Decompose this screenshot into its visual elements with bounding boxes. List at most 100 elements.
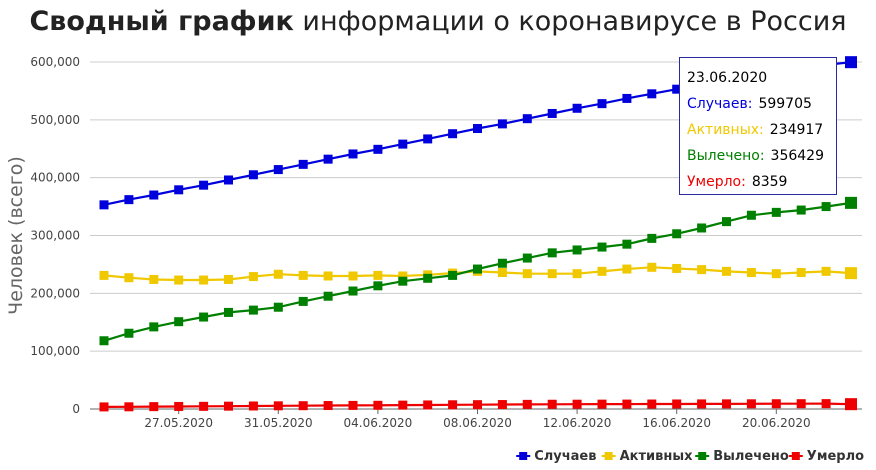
data-point <box>522 269 532 279</box>
data-point <box>323 154 333 164</box>
tooltip-row-active: Активных: 234917 <box>687 117 836 143</box>
data-point <box>99 402 109 412</box>
data-point <box>796 268 806 278</box>
y-tick-label: 200,000 <box>30 286 80 300</box>
data-point <box>124 328 134 338</box>
data-point <box>572 269 582 279</box>
data-point <box>845 56 857 69</box>
data-point <box>845 267 857 280</box>
data-point <box>373 400 383 410</box>
data-point <box>149 322 159 332</box>
data-point <box>697 399 707 409</box>
data-point <box>722 266 731 276</box>
data-point <box>647 89 657 99</box>
data-point <box>323 401 333 411</box>
data-point <box>672 84 682 94</box>
data-point <box>273 302 283 312</box>
x-tick-label: 16.06.2020 <box>642 416 711 430</box>
data-point <box>248 401 258 411</box>
data-point <box>348 286 358 296</box>
data-point <box>398 271 408 281</box>
data-point <box>771 207 781 217</box>
data-point <box>597 242 607 252</box>
data-point <box>697 223 707 233</box>
legend-marker <box>791 452 800 460</box>
data-point <box>845 196 857 209</box>
data-point <box>348 400 358 410</box>
data-point <box>672 229 682 239</box>
data-point <box>547 269 557 279</box>
tooltip-label-recovered: Вылечено: <box>687 148 765 164</box>
data-point <box>746 210 756 220</box>
tooltip-label-cases: Случаев: <box>687 96 753 112</box>
x-tick-label: 08.06.2020 <box>443 416 512 430</box>
data-point <box>99 336 109 346</box>
data-point <box>99 200 109 210</box>
data-point <box>697 265 707 275</box>
legend-label: Умерло <box>807 449 864 464</box>
y-tick-label: 500,000 <box>30 113 80 127</box>
data-point <box>572 245 582 255</box>
data-point <box>224 307 233 317</box>
data-point <box>248 170 258 180</box>
data-point <box>746 399 756 409</box>
data-point <box>547 248 557 258</box>
data-point <box>672 263 682 273</box>
legend-marker <box>698 452 707 460</box>
data-point <box>448 270 458 280</box>
data-point <box>622 264 632 274</box>
y-tick-label: 0 <box>72 402 80 416</box>
legend-marker <box>604 452 613 460</box>
data-point <box>647 262 657 272</box>
data-point <box>149 274 159 284</box>
data-point <box>796 205 806 215</box>
tooltip-row-deaths: Умерло: 8359 <box>687 169 836 195</box>
data-point <box>373 281 383 291</box>
tooltip-date: 23.06.2020 <box>687 70 768 86</box>
data-point <box>423 134 433 144</box>
legend-label: Вылечено <box>713 449 789 464</box>
x-tick-label: 20.06.2020 <box>742 416 811 430</box>
data-point <box>199 401 209 411</box>
data-point <box>473 124 482 134</box>
data-point <box>224 401 233 411</box>
y-tick-label: 400,000 <box>30 171 80 185</box>
data-point <box>398 139 408 149</box>
data-point <box>224 175 233 185</box>
tooltip-value-active: 234917 <box>769 122 824 138</box>
data-point <box>597 266 607 276</box>
data-point <box>821 266 831 276</box>
chart-title-bold: Сводный график <box>29 6 294 37</box>
data-point <box>124 273 134 283</box>
data-point <box>273 401 283 411</box>
x-tick-label: 27.05.2020 <box>144 416 213 430</box>
data-point <box>199 180 209 190</box>
data-point <box>448 129 458 139</box>
data-point <box>497 258 507 268</box>
y-axis-title: Человек (всего) <box>5 156 27 315</box>
data-point <box>647 233 657 243</box>
data-point <box>373 144 383 154</box>
data-point <box>597 99 607 109</box>
data-point <box>622 93 632 103</box>
data-point <box>572 399 582 409</box>
y-tick-label: 300,000 <box>30 229 80 243</box>
tooltip-value-deaths: 8359 <box>751 174 788 190</box>
tooltip-row-recovered: Вылечено: 356429 <box>687 143 836 169</box>
data-point <box>746 268 756 278</box>
data-point <box>497 400 507 410</box>
chart-tooltip: 23.06.2020 Случаев: 599705 Активных: 23491… <box>679 57 837 195</box>
data-point <box>398 276 408 286</box>
data-point <box>497 119 507 129</box>
data-point <box>597 399 607 409</box>
data-point <box>124 195 134 205</box>
data-point <box>174 317 184 327</box>
data-point <box>298 401 308 411</box>
data-point <box>547 399 557 409</box>
data-point <box>423 400 433 410</box>
data-point <box>821 202 831 212</box>
data-point <box>298 159 308 169</box>
data-point <box>149 402 159 412</box>
data-point <box>124 402 134 412</box>
